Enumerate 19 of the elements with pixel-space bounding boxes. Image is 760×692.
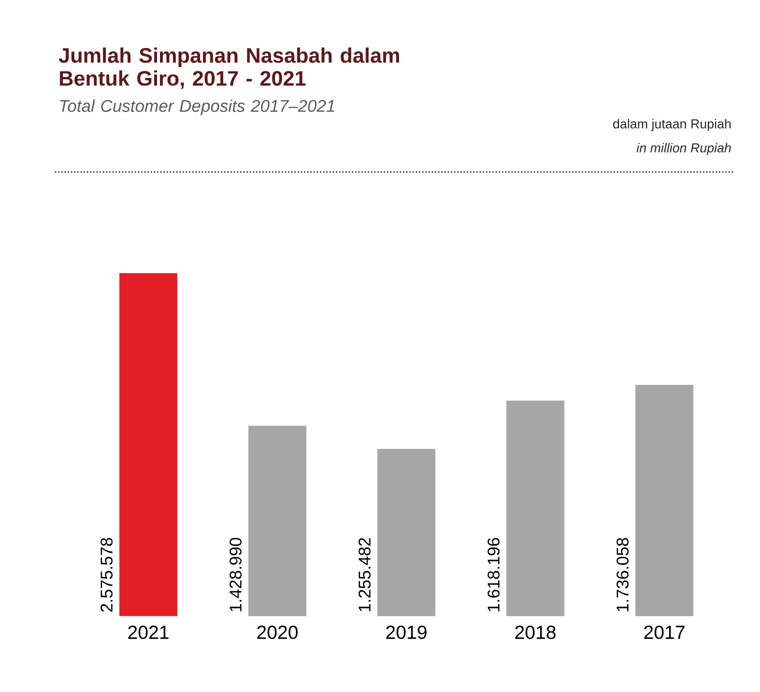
x-tick-label: 2018 <box>515 626 556 640</box>
bar <box>248 426 306 616</box>
data-label: 1.618.196 <box>488 538 500 612</box>
x-tick-label: 2020 <box>257 626 298 640</box>
chart-title: Jumlah Simpanan Nasabah dalam Bentuk Giro, 2017 - 2021 <box>58 48 400 89</box>
data-label: 1.428.990 <box>230 538 242 612</box>
text: in million Rupiah <box>636 142 731 156</box>
bar <box>377 448 436 616</box>
data-label: 2.575.578 <box>100 538 113 612</box>
bar <box>635 384 694 616</box>
bar <box>506 400 564 616</box>
x-tick-label: 2017 <box>644 626 684 640</box>
data-label: 1.736.058 <box>616 538 629 612</box>
text: dalam jutaan Rupiah <box>613 118 731 132</box>
x-tick-label: 2021 <box>128 626 168 640</box>
chart-subtitle: Total Customer Deposits 2017–2021 <box>60 100 334 116</box>
data-label: 1.255.482 <box>358 538 371 612</box>
bar <box>119 273 178 616</box>
x-tick-label: 2019 <box>386 626 426 640</box>
